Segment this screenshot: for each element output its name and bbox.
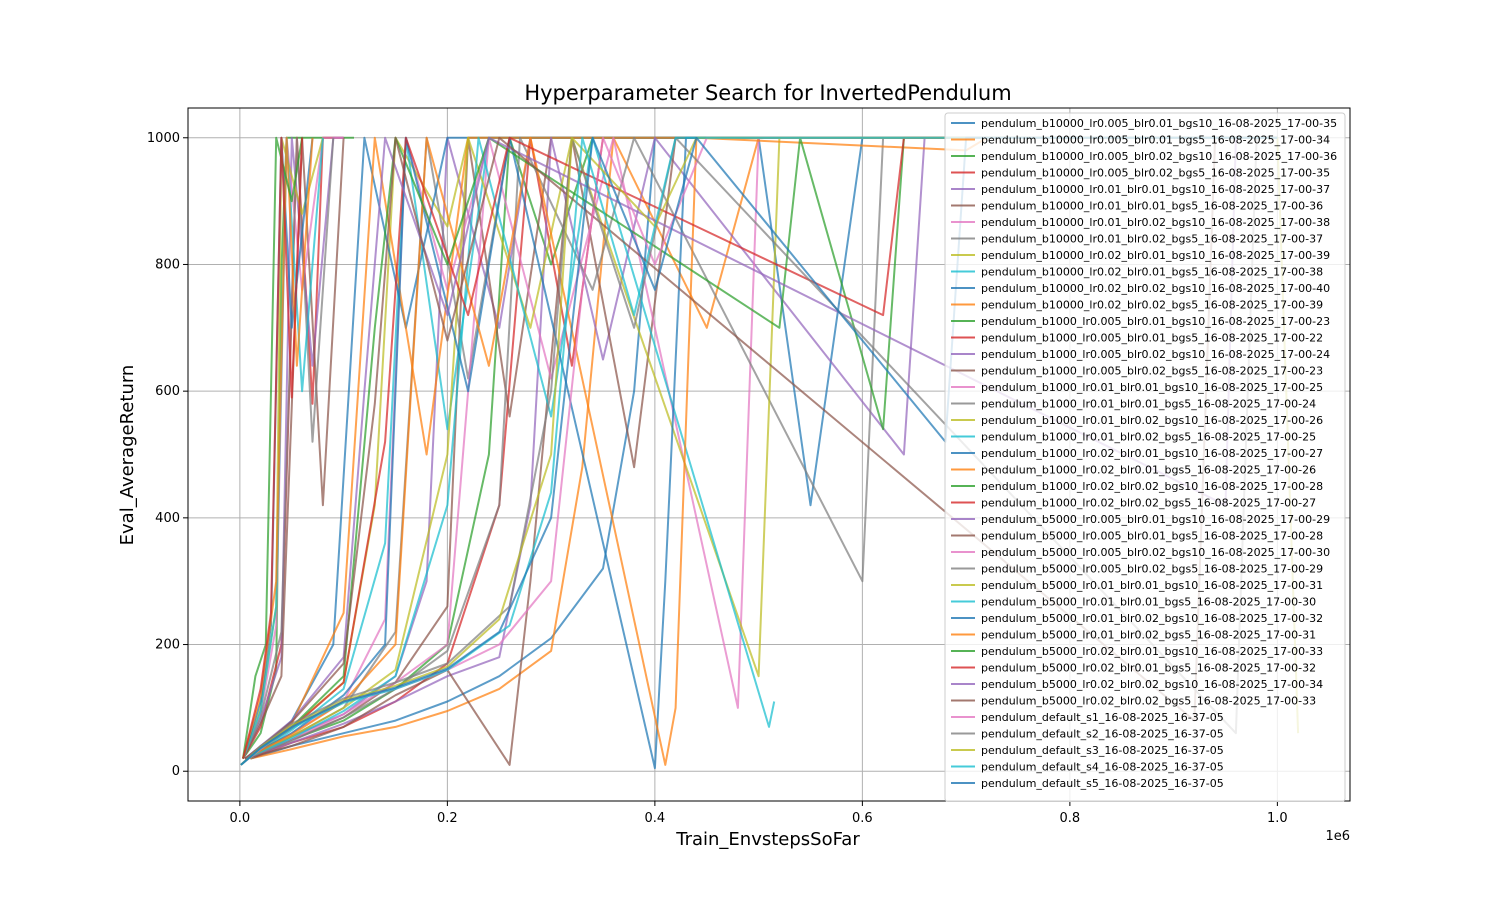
x-tick-label: 0.8: [1060, 811, 1081, 826]
legend-entry: pendulum_b1000_lr0.01_blr0.01_bgs10_16-0…: [981, 381, 1323, 394]
legend-entry: pendulum_b1000_lr0.02_blr0.01_bgs10_16-0…: [981, 447, 1323, 460]
legend-entry: pendulum_b5000_lr0.02_blr0.02_bgs5_16-08…: [981, 695, 1316, 708]
legend-entry: pendulum_b10000_lr0.01_blr0.01_bgs5_16-0…: [981, 200, 1323, 213]
series-line-21: [242, 136, 314, 759]
legend-entry: pendulum_b1000_lr0.02_blr0.02_bgs10_16-0…: [981, 480, 1323, 493]
x-axis-label: Train_EnvstepsSoFar: [675, 829, 860, 850]
series-line-28: [244, 136, 1278, 760]
legend-entry: pendulum_b1000_lr0.01_blr0.02_bgs5_16-08…: [981, 431, 1316, 444]
legend-entry: pendulum_b1000_lr0.01_blr0.02_bgs10_16-0…: [981, 414, 1323, 427]
x-tick-label: 0.4: [645, 811, 666, 826]
series-line-23: [242, 136, 304, 759]
x-tick-label: 0.0: [230, 811, 251, 826]
x-tick-label: 0.2: [437, 811, 458, 826]
legend-entry: pendulum_b5000_lr0.005_blr0.02_bgs10_16-…: [981, 546, 1330, 559]
legend-entry: pendulum_default_s4_16-08-2025_16-37-05: [981, 761, 1224, 774]
legend-entry: pendulum_b5000_lr0.01_blr0.01_bgs10_16-0…: [981, 579, 1323, 592]
series-line-27: [244, 136, 1278, 760]
legend-entry: pendulum_default_s3_16-08-2025_16-37-05: [981, 744, 1224, 757]
y-tick-label: 200: [155, 638, 180, 653]
y-tick-label: 1000: [147, 131, 180, 146]
y-tick-label: 600: [155, 384, 180, 399]
legend-entry: pendulum_default_s2_16-08-2025_16-37-05: [981, 728, 1224, 741]
legend-entry: pendulum_b1000_lr0.01_blr0.01_bgs5_16-08…: [981, 398, 1316, 411]
legend-entry: pendulum_b5000_lr0.02_blr0.01_bgs5_16-08…: [981, 662, 1316, 675]
legend-entry: pendulum_b10000_lr0.005_blr0.02_bgs5_16-…: [981, 167, 1330, 180]
y-tick-label: 0: [172, 764, 180, 779]
legend-entry: pendulum_b1000_lr0.005_blr0.02_bgs5_16-0…: [981, 365, 1323, 378]
y-tick-label: 800: [155, 257, 180, 272]
series-line-22: [242, 136, 304, 759]
legend-entry: pendulum_b5000_lr0.02_blr0.02_bgs10_16-0…: [981, 678, 1323, 691]
legend-entry: pendulum_b5000_lr0.005_blr0.02_bgs5_16-0…: [981, 563, 1323, 576]
legend-entry: pendulum_b1000_lr0.005_blr0.02_bgs10_16-…: [981, 348, 1330, 361]
legend-entry: pendulum_b10000_lr0.02_blr0.02_bgs10_16-…: [981, 282, 1330, 295]
series-line-29: [244, 136, 776, 760]
series-line-24: [244, 136, 1278, 760]
legend-entry: pendulum_b10000_lr0.005_blr0.01_bgs10_16…: [981, 117, 1337, 130]
legend-box: [944, 112, 1346, 802]
y-tick-label: 400: [155, 511, 180, 526]
plot-frame: [187, 107, 1351, 802]
series-line-40: [240, 136, 1278, 766]
chart-title: Hyperparameter Search for InvertedPendul…: [524, 81, 1011, 105]
legend-entry: pendulum_default_s1_16-08-2025_16-37-05: [981, 711, 1224, 724]
x-axis-offset-label: 1e6: [1325, 829, 1350, 844]
legend-entry: pendulum_b1000_lr0.02_blr0.02_bgs5_16-08…: [981, 497, 1316, 510]
legend-entry: pendulum_b5000_lr0.005_blr0.01_bgs10_16-…: [981, 513, 1330, 526]
legend-entry: pendulum_b5000_lr0.01_blr0.02_bgs10_16-0…: [981, 612, 1323, 625]
legend-entry: pendulum_b5000_lr0.005_blr0.01_bgs5_16-0…: [981, 530, 1323, 543]
legend: pendulum_b10000_lr0.005_blr0.01_bgs10_16…: [944, 112, 1346, 802]
legend-entry: pendulum_b10000_lr0.01_blr0.01_bgs10_16-…: [981, 183, 1330, 196]
x-axis-ticks: 0.0 0.2 0.4 0.6 0.8 1.0: [230, 801, 1288, 826]
series-line-0: [250, 136, 1278, 760]
legend-entry: pendulum_b1000_lr0.02_blr0.01_bgs5_16-08…: [981, 464, 1316, 477]
y-axis-label: Eval_AverageReturn: [117, 365, 138, 546]
legend-entry: pendulum_b10000_lr0.01_blr0.02_bgs10_16-…: [981, 216, 1330, 229]
legend-entry: pendulum_b10000_lr0.02_blr0.02_bgs5_16-0…: [981, 299, 1323, 312]
series-line-17: [242, 136, 335, 759]
legend-entry: pendulum_b10000_lr0.005_blr0.02_bgs10_16…: [981, 150, 1337, 163]
y-axis-ticks: 0 200 400 600 800 1000: [147, 131, 188, 779]
legend-entry: pendulum_default_s5_16-08-2025_16-37-05: [981, 777, 1224, 790]
legend-entry: pendulum_b5000_lr0.01_blr0.02_bgs5_16-08…: [981, 629, 1316, 642]
legend-entry: pendulum_b1000_lr0.005_blr0.01_bgs10_16-…: [981, 315, 1330, 328]
legend-entry: pendulum_b10000_lr0.01_blr0.02_bgs5_16-0…: [981, 233, 1323, 246]
x-tick-label: 1.0: [1267, 811, 1288, 826]
legend-entry: pendulum_b5000_lr0.01_blr0.01_bgs5_16-08…: [981, 596, 1316, 609]
legend-entry: pendulum_b1000_lr0.005_blr0.01_bgs5_16-0…: [981, 332, 1323, 345]
series-line-33: [244, 136, 1278, 760]
legend-entry: pendulum_b5000_lr0.02_blr0.01_bgs10_16-0…: [981, 645, 1323, 658]
series-line-32: [244, 136, 1278, 760]
legend-entry: pendulum_b10000_lr0.02_blr0.01_bgs5_16-0…: [981, 266, 1323, 279]
legend-entry: pendulum_b10000_lr0.005_blr0.01_bgs5_16-…: [981, 134, 1330, 147]
series-line-15: [242, 136, 345, 760]
x-tick-label: 0.6: [852, 811, 873, 826]
legend-entry: pendulum_b10000_lr0.02_blr0.01_bgs10_16-…: [981, 249, 1330, 262]
